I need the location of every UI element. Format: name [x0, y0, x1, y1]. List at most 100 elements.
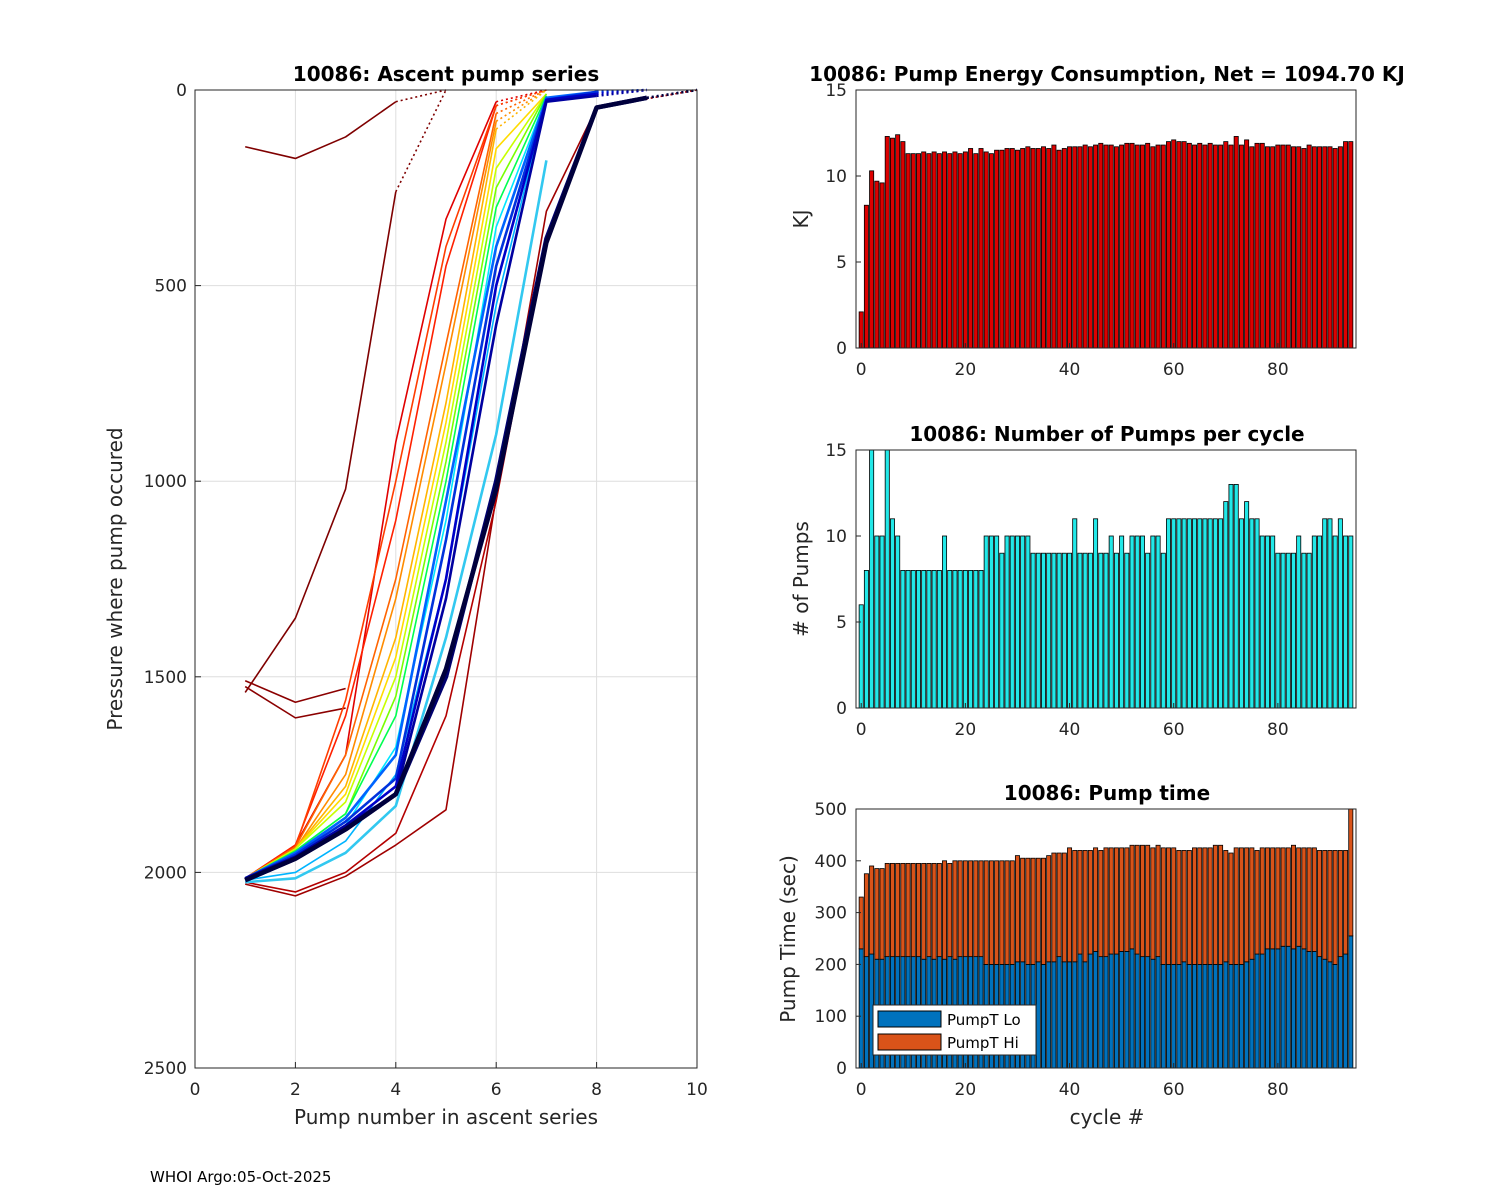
- ascent-line-cycle-2: [244, 679, 346, 704]
- pumps-bar-62: [1181, 518, 1187, 709]
- pumps-bar-86: [1306, 552, 1312, 709]
- pumptime-title: 10086: Pump time: [1004, 781, 1210, 805]
- energy-axes-box: [855, 89, 1357, 349]
- pumps-bar-58: [1160, 552, 1166, 709]
- pumps-bar-88: [1317, 535, 1323, 709]
- energy-bar-67: [1207, 142, 1213, 349]
- energy-xtick-label-60: 60: [1163, 360, 1185, 380]
- pumptime-bar-s0-77: [1259, 953, 1265, 1069]
- energy-bar-86: [1306, 144, 1312, 349]
- energy-bar-20: [962, 151, 968, 349]
- pumptime-bar-s1-50: [1119, 847, 1125, 952]
- pumptime-bar-s1-84: [1296, 847, 1302, 947]
- pumps-bar-14: [931, 570, 937, 709]
- energy-bar-84: [1296, 146, 1302, 349]
- energy-bar-52: [1129, 142, 1135, 349]
- energy-bar-9: [905, 153, 911, 349]
- ascent-tail-cycle-11: [495, 89, 547, 130]
- ascent-chart: 10086: Ascent pump series 0 2 4 6 8 10 0 500 100…: [103, 62, 708, 1129]
- ascent-ytick-label-1500: 1500: [144, 668, 187, 688]
- pumptime-bar-s0-37: [1051, 961, 1057, 1069]
- ascent-xtick-label-8: 8: [591, 1080, 602, 1100]
- pumps-ytick-label-15: 15: [825, 441, 847, 461]
- pumps-xtick-label-20: 20: [955, 720, 977, 740]
- pumptime-bar-s1-6: [889, 862, 895, 958]
- pumptime-bar-s1-32: [1025, 857, 1031, 965]
- ascent-xlabel: Pump number in ascent series: [294, 1105, 598, 1129]
- pumps-bar-40: [1067, 552, 1073, 709]
- pumptime-bar-s0-70: [1223, 961, 1229, 1069]
- pumptime-bar-s1-75: [1249, 847, 1255, 960]
- pumps-bar-35: [1041, 552, 1046, 709]
- pumptime-ytick-label-200: 200: [815, 955, 847, 975]
- pumps-bar-3: [874, 535, 880, 709]
- pumps-bar-91: [1332, 535, 1338, 709]
- pumps-bar-71: [1228, 483, 1234, 709]
- ascent-ytick-label-1000: 1000: [144, 472, 187, 492]
- pumps-bar-29: [1009, 535, 1015, 709]
- pumps-bar-70: [1223, 501, 1229, 709]
- pumptime-bar-s0-61: [1176, 964, 1182, 1069]
- pumps-bar-12: [921, 570, 927, 709]
- energy-bar-1: [863, 204, 869, 349]
- pumptime-bar-s1-63: [1186, 850, 1192, 965]
- pumptime-bar-s1-17: [947, 862, 953, 958]
- pumptime-chart: 10086: Pump time 0 20 40 60 80 0 100 200 300 400 5…: [776, 781, 1357, 1129]
- pumptime-bar-s1-73: [1238, 847, 1244, 965]
- pumps-bar-73: [1238, 518, 1244, 709]
- energy-bars: [858, 134, 1354, 349]
- pumps-bar-30: [1014, 535, 1020, 709]
- pumptime-bar-s1-48: [1108, 847, 1114, 955]
- pumptime-bar-s0-43: [1082, 961, 1088, 1069]
- ascent-ytick-label-2000: 2000: [144, 863, 187, 883]
- energy-chart: 10086: Pump Energy Consumption, Net = 10…: [789, 62, 1405, 380]
- pumptime-bar-s1-72: [1233, 847, 1239, 965]
- pumptime-bar-s0-72: [1233, 964, 1239, 1069]
- ascent-ytick-label-0: 0: [176, 81, 187, 101]
- pumptime-bar-s0-60: [1171, 964, 1177, 1069]
- pumps-bar-33: [1030, 552, 1036, 709]
- pumptime-bar-s1-15: [936, 862, 942, 958]
- pumps-ytick-label-10: 10: [825, 527, 847, 547]
- energy-bar-18: [952, 151, 958, 349]
- energy-bar-56: [1150, 146, 1156, 349]
- pumps-bar-1: [863, 570, 869, 709]
- pumps-bar-47: [1103, 552, 1109, 709]
- energy-bar-90: [1327, 146, 1333, 349]
- energy-bar-45: [1093, 144, 1099, 349]
- pumptime-bar-s0-74: [1244, 961, 1250, 1069]
- energy-bar-8: [900, 141, 906, 349]
- pumptime-bar-s0-42: [1077, 953, 1083, 1069]
- footer-stamp: WHOI Argo:05-Oct-2025: [150, 1168, 331, 1186]
- pumptime-bar-s1-45: [1093, 847, 1099, 952]
- ascent-line-cycle-7: [244, 105, 497, 879]
- energy-bar-87: [1311, 146, 1317, 349]
- pumptime-bar-s1-52: [1129, 844, 1135, 950]
- pumptime-bar-s1-40: [1067, 847, 1073, 963]
- pumptime-bar-s1-9: [905, 862, 911, 958]
- pumptime-bar-s1-5: [884, 862, 890, 958]
- energy-bar-15: [936, 153, 942, 349]
- pumps-bar-49: [1113, 552, 1119, 709]
- pumps-bar-16: [942, 535, 948, 709]
- energy-bar-13: [926, 153, 932, 349]
- pumptime-bar-s0-53: [1134, 953, 1140, 1069]
- pumptime-bar-s1-47: [1103, 847, 1109, 958]
- pumps-bar-92: [1337, 518, 1343, 709]
- pumptime-bar-s1-81: [1280, 847, 1286, 947]
- pumptime-bar-s1-8: [900, 862, 906, 958]
- energy-bar-65: [1197, 142, 1203, 349]
- energy-bar-49: [1113, 146, 1119, 349]
- ascent-ytick-label-500: 500: [155, 277, 187, 297]
- pumps-bar-82: [1285, 552, 1291, 709]
- pumps-xtick-label-80: 80: [1267, 720, 1289, 740]
- legend-swatch-hi: [877, 1033, 942, 1051]
- pumps-bar-44: [1087, 552, 1093, 709]
- pumps-bar-38: [1056, 552, 1062, 709]
- energy-bar-51: [1124, 142, 1130, 349]
- pumptime-bar-s1-26: [994, 860, 1000, 965]
- pumptime-bar-s0-34: [1035, 961, 1041, 1069]
- energy-bar-32: [1025, 146, 1031, 349]
- pumptime-bar-s1-36: [1046, 855, 1052, 963]
- pumps-bar-37: [1051, 552, 1057, 709]
